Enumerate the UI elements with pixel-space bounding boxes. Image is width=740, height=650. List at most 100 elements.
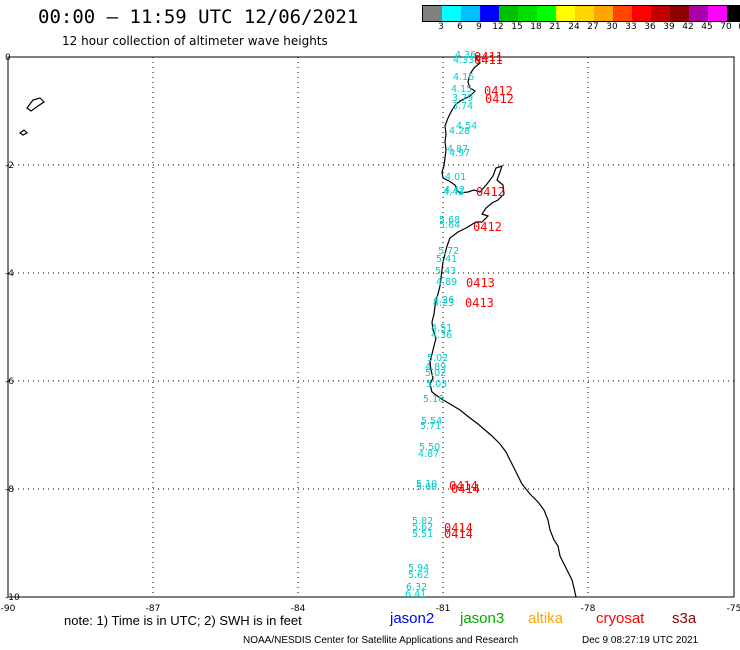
- legend-swatch: [461, 6, 480, 21]
- satellite-cryosat: cryosat: [596, 610, 645, 627]
- legend-swatch: [537, 6, 556, 21]
- legend-label: 36: [644, 22, 656, 32]
- legend-label: 18: [530, 22, 542, 32]
- generated-timestamp: Dec 9 08:27:19 UTC 2021: [582, 635, 699, 646]
- color-legend-bar: [422, 5, 740, 22]
- island-small-2: [18, 129, 29, 136]
- satellite-s3a: s3a: [672, 610, 697, 627]
- legend-swatch: [575, 6, 594, 21]
- wave-height-label: 4.36: [431, 330, 452, 341]
- legend-label: 33: [625, 22, 637, 32]
- y-tick-label: -2: [5, 161, 14, 171]
- satellite-altika: altika: [528, 610, 564, 627]
- credit-line: NOAA/NESDIS Center for Satellite Applica…: [243, 635, 519, 646]
- wave-height-labels: 4.364.334.164.153.793.744.544.284.874.97…: [405, 50, 477, 600]
- pass-time-label: 0412: [473, 220, 502, 234]
- x-tick-label: -75: [727, 604, 740, 614]
- wave-height-label: 5.62: [408, 570, 429, 581]
- y-tick-label: -8: [5, 485, 14, 495]
- legend-swatch: [670, 6, 689, 21]
- wave-height-label: 4.33: [453, 55, 474, 66]
- legend-label: 3: [438, 22, 444, 32]
- pass-time-labels: 0411041104120412041204120413041304140414…: [444, 50, 514, 541]
- pass-time-label: 0413: [465, 296, 494, 310]
- satellite-jason2: jason2: [390, 610, 435, 627]
- wave-height-label: 4.01: [445, 172, 466, 183]
- wave-height-label: 4.43: [443, 187, 464, 198]
- wave-height-label: 4.87: [447, 144, 468, 155]
- map-tick-labels: -90 -87 -84 -81 -78 -75 0 -2 -4 -6 -8 -10: [1, 53, 740, 614]
- legend-swatch: [499, 6, 518, 21]
- legend-swatch: [556, 6, 575, 21]
- pass-time-label: 0413: [466, 276, 495, 290]
- legend-label: 21: [549, 22, 561, 32]
- wave-height-label: 5.54: [421, 416, 442, 427]
- wave-height-label: 5.41: [436, 254, 457, 265]
- pass-time-label: 0414: [444, 527, 473, 541]
- map-grid: [8, 57, 734, 597]
- wave-height-label: 4.89: [436, 277, 457, 288]
- wave-height-label: 5.82: [412, 516, 433, 527]
- pass-time-label: 0414: [451, 482, 480, 496]
- y-tick-label: -6: [5, 377, 14, 387]
- x-tick-label: -90: [1, 604, 16, 614]
- wave-height-label: 5.94: [408, 563, 429, 574]
- legend-swatch: [423, 6, 442, 21]
- x-tick-label: -81: [436, 604, 451, 614]
- coastline: [18, 56, 577, 598]
- y-tick-label: -4: [5, 269, 14, 279]
- legend-label: 15: [511, 22, 523, 32]
- wave-height-label: 5.02: [427, 353, 448, 364]
- y-tick-label: 0: [5, 53, 11, 63]
- wave-height-label: 5.43: [435, 266, 456, 277]
- island-small-1: [26, 97, 45, 112]
- legend-label: 24: [568, 22, 580, 32]
- legend-label: 30: [606, 22, 618, 32]
- map-frame: [7, 56, 735, 598]
- wave-height-label: 5.16: [423, 394, 444, 405]
- wave-height-label: 4.15: [451, 84, 472, 95]
- footer-note: note: 1) Time is in UTC; 2) SWH is in fe…: [64, 613, 302, 628]
- wave-height-label: 4.51: [431, 323, 452, 334]
- y-tick-label: -10: [5, 593, 20, 603]
- wave-height-label: 4.16: [453, 72, 474, 83]
- legend-label: 9: [476, 22, 482, 32]
- legend-label: 42: [682, 22, 694, 32]
- wave-height-label: 4.23: [433, 298, 454, 309]
- chart-title: 00:00 – 11:59 UTC 12/06/2021: [38, 6, 359, 28]
- wave-height-label: 6.41: [405, 589, 426, 600]
- legend-label: 6: [457, 22, 463, 32]
- chart-subtitle: 12 hour collection of altimeter wave hei…: [62, 34, 328, 48]
- wave-height-label: 4.28: [449, 126, 470, 137]
- wave-height-label: 5.72: [438, 246, 459, 257]
- legend-swatch: [708, 6, 727, 21]
- wave-height-label: 4.36: [455, 50, 476, 61]
- legend-swatch: [689, 6, 708, 21]
- wave-height-label: 3.79: [452, 93, 473, 104]
- pass-time-label: 0412: [485, 92, 514, 106]
- legend-label: 39: [663, 22, 675, 32]
- legend-label: 70: [720, 22, 732, 32]
- wave-height-label: 5.71: [420, 421, 441, 432]
- wave-height-label: 5.51: [412, 529, 433, 540]
- legend-swatch: [442, 6, 461, 21]
- pass-time-label: 0411: [474, 53, 503, 67]
- satellite-jason3: jason3: [460, 610, 505, 627]
- legend-swatch: [651, 6, 670, 21]
- legend-label: (ft): [738, 22, 740, 32]
- legend-swatch: [613, 6, 632, 21]
- legend-swatch: [518, 6, 537, 21]
- x-tick-label: -84: [291, 604, 306, 614]
- wave-height-label: 5.64: [439, 220, 460, 231]
- wave-height-label: 5.00: [416, 482, 437, 493]
- wave-height-label: 4.26: [433, 295, 454, 306]
- wave-height-label: 5.10: [416, 479, 437, 490]
- legend-swatch: [480, 6, 499, 21]
- pass-time-label: 0414: [444, 521, 473, 535]
- legend-swatch: [632, 6, 651, 21]
- wave-height-label: 4.87: [418, 449, 439, 460]
- wave-height-label: 5.68: [439, 215, 460, 226]
- wave-height-label: 6.32: [406, 582, 427, 593]
- wave-height-label: 5.02: [425, 368, 446, 379]
